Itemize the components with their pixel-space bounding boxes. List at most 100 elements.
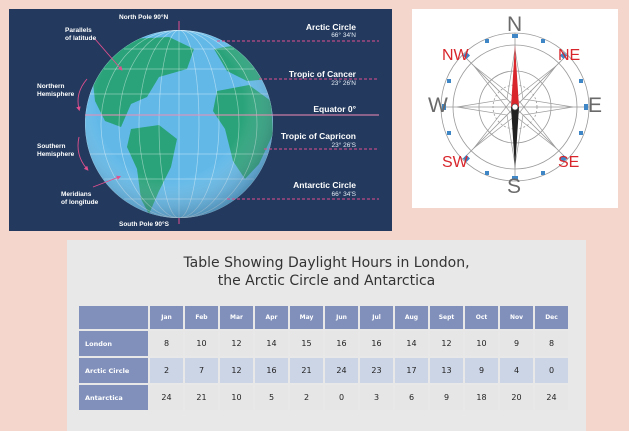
daylight-hours-cell: 21 — [290, 358, 323, 383]
daylight-hours-table: Jan Feb Mar Apr May Jun Jul Aug Sept Oct Nov Dec Lo… — [77, 304, 570, 412]
southern-label-line1: Southern — [37, 143, 66, 150]
month-header: Jul — [360, 306, 393, 329]
daylight-hours-cell: 5 — [255, 385, 288, 410]
daylight-hours-cell: 6 — [395, 385, 428, 410]
tropic-capricorn-degree: 23° 26'S — [331, 142, 356, 149]
northern-label-line2: Hemisphere — [37, 91, 75, 98]
daylight-hours-cell: 8 — [150, 331, 183, 356]
row-place-label: Arctic Circle — [79, 358, 148, 383]
compass-pivot — [511, 103, 519, 111]
month-header: May — [290, 306, 323, 329]
daylight-hours-cell: 17 — [395, 358, 428, 383]
daylight-hours-cell: 12 — [430, 331, 463, 356]
month-header: Jun — [325, 306, 358, 329]
daylight-hours-cell: 24 — [535, 385, 568, 410]
northern-label-line1: Northern — [37, 83, 65, 90]
compass-southeast: SE — [558, 154, 580, 171]
southern-label-line2: Hemisphere — [37, 151, 75, 158]
table-title-line2: the Arctic Circle and Antarctica — [217, 273, 436, 289]
daylight-hours-cell: 13 — [430, 358, 463, 383]
daylight-hours-cell: 7 — [185, 358, 218, 383]
daylight-hours-cell: 9 — [500, 331, 533, 356]
compass-rose: N S W E NW NE SW SE — [412, 9, 618, 208]
compass-southwest: SW — [442, 154, 468, 171]
compass-northwest: NW — [442, 47, 469, 64]
meridians-label-line1: Meridians — [61, 191, 92, 198]
compass-drawing — [440, 32, 590, 182]
month-header: Nov — [500, 306, 533, 329]
northern-hemisphere-label: Northern Hemisphere — [37, 83, 74, 99]
table-row: London 8 10 12 14 15 16 16 14 12 10 9 8 — [79, 331, 568, 356]
antarctic-circle-label: Antarctic Circle — [293, 180, 356, 190]
table-row: Antarctica 24 21 10 5 2 0 3 6 9 18 20 24 — [79, 385, 568, 410]
daylight-hours-cell: 9 — [465, 358, 498, 383]
table-title: Table Showing Daylight Hours in London, … — [67, 254, 586, 290]
daylight-hours-cell: 4 — [500, 358, 533, 383]
compass-south: S — [507, 175, 522, 198]
arctic-circle-degree: 66° 34'N — [331, 32, 356, 39]
table-corner-cell — [79, 306, 148, 329]
daylight-hours-cell: 10 — [220, 385, 253, 410]
compass-needle-north — [511, 45, 519, 107]
parallels-label: Parallels of latitude — [65, 27, 96, 43]
daylight-hours-cell: 16 — [360, 331, 393, 356]
month-header: Aug — [395, 306, 428, 329]
month-header: Sept — [430, 306, 463, 329]
daylight-hours-cell: 14 — [255, 331, 288, 356]
daylight-hours-cell: 21 — [185, 385, 218, 410]
daylight-hours-cell: 12 — [220, 331, 253, 356]
daylight-hours-cell: 9 — [430, 385, 463, 410]
equator-label: Equator 0° — [313, 104, 356, 114]
north-pole-label: North Pole 90°N — [119, 14, 169, 21]
daylight-hours-cell: 10 — [465, 331, 498, 356]
southern-hemisphere-label: Southern Hemisphere — [37, 143, 74, 159]
daylight-hours-cell: 23 — [360, 358, 393, 383]
row-place-label: London — [79, 331, 148, 356]
row-place-label: Antarctica — [79, 385, 148, 410]
month-header: Jan — [150, 306, 183, 329]
daylight-hours-cell: 2 — [290, 385, 323, 410]
compass-north: N — [507, 13, 523, 36]
compass-east: E — [588, 94, 603, 117]
parallels-label-line2: of latitude — [65, 35, 97, 42]
globe-illustration — [76, 21, 379, 224]
table-row: Arctic Circle 2 7 12 16 21 24 23 17 13 9 4 0 — [79, 358, 568, 383]
tropic-cancer-label: Tropic of Cancer — [288, 69, 356, 79]
south-pole-label: South Pole 90°S — [119, 221, 169, 228]
month-header: Mar — [220, 306, 253, 329]
hemisphere-arrows — [76, 38, 123, 188]
daylight-hours-cell: 16 — [325, 331, 358, 356]
daylight-hours-cell: 0 — [535, 358, 568, 383]
daylight-hours-cell: 20 — [500, 385, 533, 410]
compass-needle-south — [511, 107, 519, 169]
month-header: Apr — [255, 306, 288, 329]
table-title-line1: Table Showing Daylight Hours in London, — [183, 255, 470, 271]
daylight-hours-cell: 16 — [255, 358, 288, 383]
month-header: Feb — [185, 306, 218, 329]
daylight-hours-cell: 12 — [220, 358, 253, 383]
daylight-hours-cell: 8 — [535, 331, 568, 356]
latitude-lines — [85, 40, 379, 200]
tropic-capricorn-label: Tropic of Capricon — [280, 131, 356, 141]
tropic-cancer-degree: 23° 26'N — [331, 80, 356, 87]
table-header-row: Jan Feb Mar Apr May Jun Jul Aug Sept Oct Nov Dec — [79, 306, 568, 329]
meridians-label: Meridians of longitude — [61, 191, 98, 207]
daylight-table-panel: Table Showing Daylight Hours in London, … — [67, 240, 586, 431]
compass-west: W — [428, 94, 448, 117]
month-header: Dec — [535, 306, 568, 329]
daylight-hours-cell: 2 — [150, 358, 183, 383]
daylight-hours-cell: 10 — [185, 331, 218, 356]
daylight-hours-cell: 15 — [290, 331, 323, 356]
compass-blue-ticks — [442, 34, 588, 180]
parallels-label-line1: Parallels — [65, 27, 92, 34]
daylight-hours-cell: 14 — [395, 331, 428, 356]
meridians-label-line2: of longitude — [61, 199, 99, 206]
daylight-hours-cell: 0 — [325, 385, 358, 410]
month-header: Oct — [465, 306, 498, 329]
daylight-hours-cell: 3 — [360, 385, 393, 410]
daylight-hours-cell: 24 — [150, 385, 183, 410]
compass-northeast: NE — [558, 47, 581, 64]
arctic-circle-label: Arctic Circle — [305, 22, 356, 32]
globe-latitude-diagram: North Pole 90°N South Pole 90°S Parallel… — [9, 9, 392, 231]
daylight-hours-cell: 24 — [325, 358, 358, 383]
